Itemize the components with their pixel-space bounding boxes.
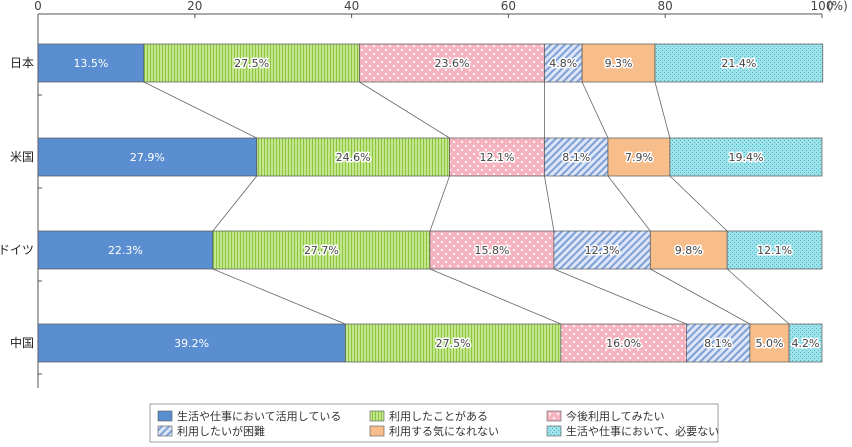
connector-line bbox=[581, 81, 609, 139]
bar-segment bbox=[581, 43, 656, 83]
data-label: 15.8% bbox=[474, 244, 509, 257]
bar-segment bbox=[256, 137, 450, 177]
legend-label: 利用したいが困難 bbox=[177, 424, 265, 438]
category-label: ドイツ bbox=[0, 243, 34, 257]
bar-segment bbox=[544, 137, 609, 177]
data-label: 24.6% bbox=[336, 151, 371, 164]
data-label: 22.3% bbox=[108, 244, 143, 257]
connector-line bbox=[553, 268, 687, 325]
connector-line bbox=[429, 268, 562, 325]
data-label: 9.3% bbox=[605, 57, 633, 70]
data-label: 12.3% bbox=[585, 244, 620, 257]
connector-line bbox=[544, 175, 555, 232]
legend-swatch bbox=[546, 425, 562, 437]
data-label: 19.4% bbox=[728, 151, 763, 164]
unit-label: (%) bbox=[827, 0, 848, 13]
legend: 生活や仕事において活用している 利用したことがある 今後利用してみたい利用したいが困… bbox=[149, 403, 719, 443]
bar-segment bbox=[669, 137, 823, 177]
connector-line bbox=[654, 81, 671, 139]
bar-segment bbox=[654, 43, 824, 83]
data-label: 8.1% bbox=[704, 337, 732, 350]
data-label: 27.5% bbox=[234, 57, 269, 70]
legend-label: 利用する気になれない bbox=[389, 424, 499, 438]
category-label: 中国 bbox=[10, 335, 34, 350]
connector-line bbox=[669, 175, 728, 232]
x-tick-label: 0 bbox=[34, 0, 42, 13]
data-label: 13.5% bbox=[73, 57, 108, 70]
bar-segment bbox=[143, 43, 360, 83]
data-label: 27.7% bbox=[304, 244, 339, 257]
connector-line bbox=[650, 268, 751, 325]
connector-line bbox=[726, 268, 790, 325]
category-label: 日本 bbox=[10, 56, 34, 70]
legend-swatch bbox=[369, 425, 385, 437]
connector-line bbox=[607, 175, 651, 232]
data-label: 4.8% bbox=[549, 57, 577, 70]
connector-line bbox=[429, 175, 450, 232]
x-tick-label: 40 bbox=[344, 0, 359, 13]
data-label: 8.1% bbox=[562, 151, 590, 164]
data-label: 39.2% bbox=[174, 337, 209, 350]
legend-label: 生活や仕事において活用している bbox=[177, 409, 341, 423]
data-label: 12.1% bbox=[480, 151, 515, 164]
bar-segment bbox=[449, 137, 545, 177]
data-label: 27.9% bbox=[130, 151, 165, 164]
legend-swatch bbox=[546, 410, 562, 422]
bar-segment bbox=[37, 137, 258, 177]
legend-label: 今後利用してみたい bbox=[566, 409, 665, 423]
bar-segment bbox=[429, 230, 555, 270]
legend-swatch bbox=[157, 410, 173, 422]
category-label: 米国 bbox=[10, 150, 34, 164]
x-tick-label: 60 bbox=[501, 0, 516, 13]
legend-label: 利用したことがある bbox=[389, 409, 488, 423]
connector-line bbox=[212, 268, 346, 325]
data-label: 4.2% bbox=[792, 337, 820, 350]
data-label: 27.5% bbox=[436, 337, 471, 350]
data-label: 9.8% bbox=[675, 244, 703, 257]
data-label: 7.9% bbox=[625, 151, 653, 164]
legend-frame bbox=[149, 403, 719, 443]
bar-segment bbox=[37, 323, 346, 363]
legend-swatch bbox=[157, 425, 173, 437]
bar-segment bbox=[607, 137, 671, 177]
connector-line bbox=[212, 175, 258, 232]
data-label: 12.1% bbox=[757, 244, 792, 257]
bar-segment bbox=[726, 230, 823, 270]
data-label: 16.0% bbox=[606, 337, 641, 350]
bar-segment bbox=[560, 323, 687, 363]
bar-segment bbox=[359, 43, 545, 83]
bar-segment bbox=[544, 43, 583, 83]
x-tick-label: 80 bbox=[658, 0, 673, 13]
bar-segment bbox=[788, 323, 823, 363]
x-tick-label: 20 bbox=[187, 0, 202, 13]
connector-line bbox=[359, 81, 450, 139]
legend-swatch bbox=[369, 410, 385, 422]
bar-segment bbox=[553, 230, 651, 270]
x-tick-label: 100 bbox=[811, 0, 834, 13]
data-label: 5.0% bbox=[755, 337, 783, 350]
data-label: 23.6% bbox=[434, 57, 469, 70]
connector-line bbox=[143, 81, 257, 139]
data-label: 21.4% bbox=[721, 57, 756, 70]
legend-label: 生活や仕事において、必要ない bbox=[566, 424, 719, 438]
bar-segment bbox=[686, 323, 751, 363]
